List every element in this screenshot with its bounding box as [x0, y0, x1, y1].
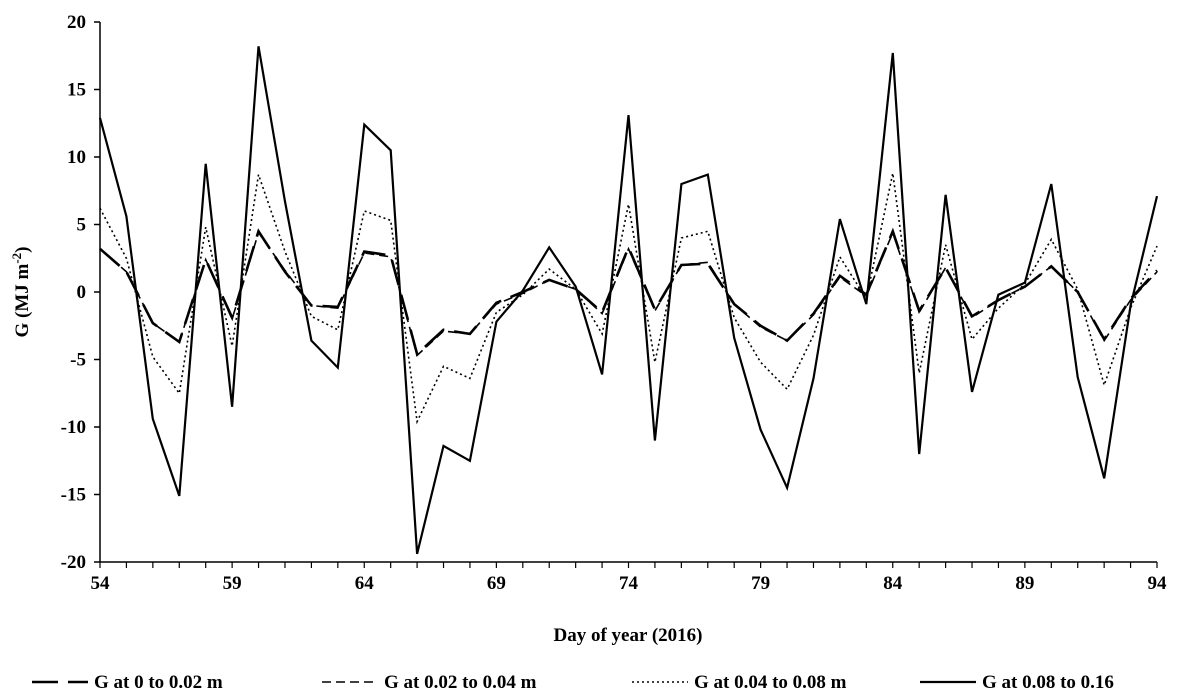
series-line-3 [99, 173, 1158, 425]
legend-label-2: G at 0.02 to 0.04 m [384, 672, 537, 693]
y-tick-label: 20 [67, 12, 86, 33]
x-tick-label: 84 [883, 573, 903, 594]
y-tick-label: 10 [67, 147, 86, 168]
legend-label-3: G at 0.04 to 0.08 m [694, 672, 847, 693]
series-line-4 [98, 46, 1159, 555]
x-tick-label: 89 [1015, 573, 1034, 594]
y-tick-label: 15 [67, 80, 86, 101]
y-tick-label: -20 [61, 552, 86, 573]
x-tick-label: 59 [223, 573, 242, 594]
plot-area: -20 -15 -10 -5 0 5 10 15 20 54 59 64 69 74 79 84 89 94 [61, 12, 1167, 594]
x-tick-label: 69 [487, 573, 506, 594]
y-tick-label: -5 [70, 350, 86, 371]
y-tick-label: 5 [77, 215, 87, 236]
y-axis-title: G (MJ m-2) [9, 246, 33, 337]
x-axis-title: Day of year (2016) [554, 625, 703, 646]
legend: G at 0 to 0.02 m G at 0.02 to 0.04 m G at … [32, 672, 1114, 693]
x-tick-label: 94 [1148, 573, 1168, 594]
y-tick-label: -15 [61, 485, 86, 506]
x-tick-label: 54 [91, 573, 111, 594]
y-axis-title-text: G (MJ m-2) [9, 246, 33, 337]
x-tick-label: 64 [355, 573, 375, 594]
x-tick-label: 74 [619, 573, 639, 594]
x-tick-label: 79 [751, 573, 770, 594]
y-tick-label: -10 [61, 417, 86, 438]
legend-label-4: G at 0.08 to 0.16 [982, 672, 1114, 693]
y-tick-label: 0 [77, 282, 87, 303]
legend-label-1: G at 0 to 0.02 m [94, 672, 223, 693]
series-line-1 [99, 227, 1158, 357]
